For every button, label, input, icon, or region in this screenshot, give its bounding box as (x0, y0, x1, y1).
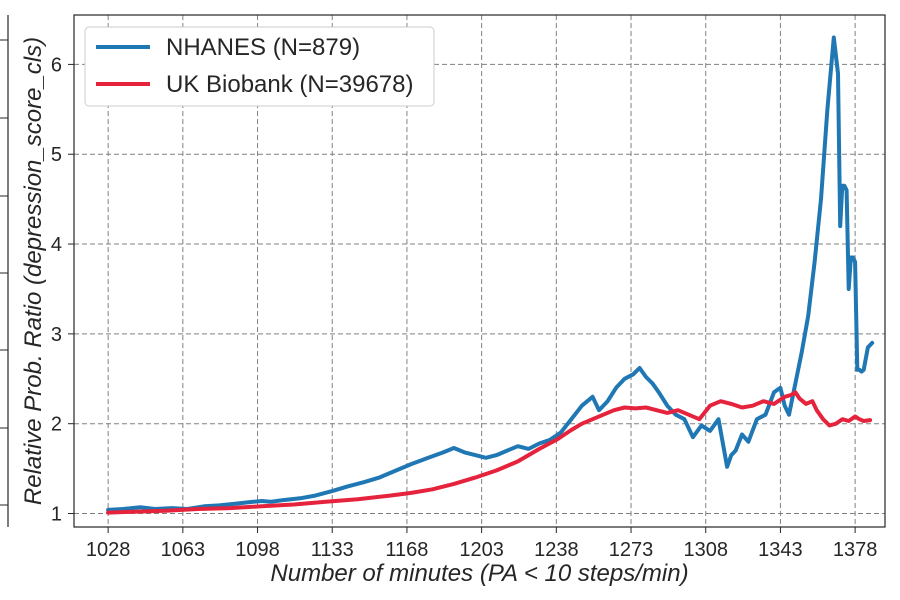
x-tick-label: 1343 (758, 539, 803, 561)
legend-box (84, 26, 435, 107)
legend: NHANES (N=879) UK Biobank (N=39678) (84, 26, 435, 107)
x-tick-label: 1308 (683, 539, 728, 561)
x-tick-label: 1028 (86, 539, 131, 561)
y-tick-label: 2 (51, 414, 62, 436)
x-axis-ticks: 1028 1063 1098 1133 1168 1203 1238 1273 1308 1343… (86, 527, 877, 561)
plot-frame (73, 14, 886, 528)
y-tick-label: 1 (51, 504, 62, 526)
y-axis-label: Relative Prob. Ratio (depression_score_c… (20, 37, 47, 505)
y-axis-ticks: 1 2 3 4 5 6 (51, 54, 74, 526)
legend-label-nhanes: NHANES (N=879) (166, 34, 360, 61)
x-tick-label: 1273 (609, 539, 654, 561)
x-tick-label: 1203 (459, 539, 504, 561)
nhanes-series-line (106, 35, 875, 512)
y-tick-label: 4 (51, 234, 62, 256)
uk-biobank-series-line (106, 390, 873, 515)
x-axis-label: Number of minutes (PA < 10 steps/min) (270, 560, 688, 587)
x-tick-label: 1378 (833, 539, 878, 561)
legend-label-uk-biobank: UK Biobank (N=39678) (166, 71, 413, 98)
x-tick-label: 1098 (235, 539, 280, 561)
x-tick-label: 1238 (534, 539, 579, 561)
x-tick-label: 1063 (161, 539, 206, 561)
left-panel-edge (0, 15, 9, 527)
x-tick-label: 1133 (311, 539, 354, 561)
y-tick-label: 5 (51, 144, 62, 166)
x-tick-label: 1168 (385, 539, 428, 561)
y-tick-label: 3 (51, 324, 62, 346)
series-lines (106, 35, 875, 515)
y-tick-label: 6 (51, 54, 62, 76)
